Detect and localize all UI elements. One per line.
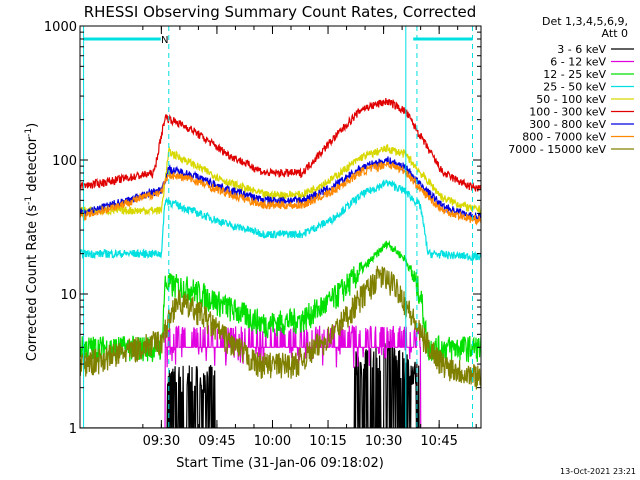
legend-entry-label: 6 - 12 keV xyxy=(550,56,606,69)
series-100-300-kev xyxy=(80,98,481,193)
series-line xyxy=(80,156,481,221)
y-axis-label: Corrected Count Rate (s-1 detector-1) xyxy=(24,123,40,361)
svg-text:Corrected Count Rate (s-1 dete: Corrected Count Rate (s-1 detector-1) xyxy=(24,123,40,361)
y-tick-label: 100 xyxy=(52,154,77,169)
legend-entry-label: 25 - 50 keV xyxy=(543,81,606,94)
series-300-800-kev xyxy=(80,156,481,221)
plot-area: N xyxy=(80,26,481,428)
series-50-100-kev xyxy=(80,144,481,216)
x-tick-label: 10:30 xyxy=(365,434,402,449)
series-25-50-kev xyxy=(80,179,481,262)
legend-entry-label: 3 - 6 keV xyxy=(557,43,606,56)
y-axis-label-part3: ) xyxy=(25,123,40,128)
plot-frame xyxy=(79,25,482,429)
x-tick-label: 10:45 xyxy=(420,434,457,449)
legend-entry-label: 50 - 100 keV xyxy=(536,93,606,106)
series-line xyxy=(80,265,481,390)
series-line xyxy=(80,341,481,428)
y-axis-label-part2: detector xyxy=(25,136,40,196)
series-line xyxy=(80,144,481,216)
x-tick-label: 10:15 xyxy=(309,434,346,449)
legend-entry-label: 7000 - 15000 keV xyxy=(508,143,606,156)
legend-entry-label: 12 - 25 keV xyxy=(543,68,606,81)
y-axis-label-part1: Corrected Count Rate (s xyxy=(25,205,40,362)
series-line xyxy=(80,161,481,226)
night-bar-label: N xyxy=(161,35,168,46)
series-line xyxy=(80,179,481,262)
footer-timestamp: 13-Oct-2021 23:21 xyxy=(560,467,636,476)
x-tick-label: 10:00 xyxy=(254,434,291,449)
x-tick-label: 09:30 xyxy=(143,434,180,449)
y-tick-label: 1 xyxy=(69,422,77,437)
series-7000-15000-kev xyxy=(80,265,481,390)
legend-header-line2: Att 0 xyxy=(602,27,628,40)
x-axis-label: Start Time (31-Jan-06 09:18:02) xyxy=(176,456,384,471)
y-tick-label: 10 xyxy=(60,288,77,303)
series-line xyxy=(80,98,481,193)
y-axis-label-sup2: -1 xyxy=(24,128,34,137)
legend-header-line1: Det 1,3,4,5,6,9, xyxy=(542,15,628,28)
y-axis-label-sup1: -1 xyxy=(24,196,34,205)
series-3-6-kev xyxy=(80,341,481,428)
chart-title: RHESSI Observing Summary Count Rates, Co… xyxy=(84,3,477,21)
x-tick-label: 09:45 xyxy=(198,434,235,449)
legend-entry-label: 100 - 300 keV xyxy=(529,106,606,119)
legend-entry-label: 800 - 7000 keV xyxy=(522,131,606,144)
legend-entry-label: 300 - 800 keV xyxy=(529,118,606,131)
y-tick-label: 1000 xyxy=(44,20,77,35)
series-800-7000-kev xyxy=(80,161,481,226)
